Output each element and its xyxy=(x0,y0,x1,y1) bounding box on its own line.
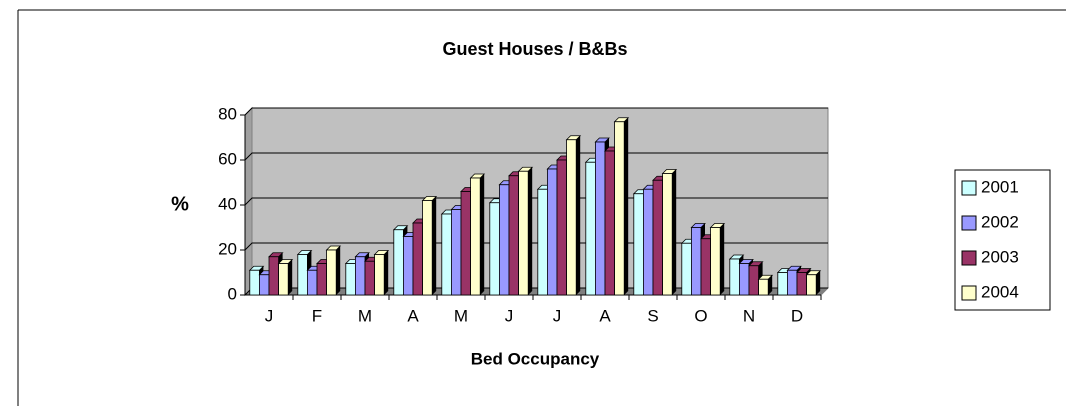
bar xyxy=(450,209,462,296)
bar xyxy=(402,236,414,296)
bar-side xyxy=(576,135,581,295)
bar xyxy=(700,238,712,296)
bar xyxy=(710,227,721,296)
y-axis-label: % xyxy=(171,193,189,215)
bar-side xyxy=(528,167,533,295)
grid-line xyxy=(244,152,828,161)
x-tick-label: O xyxy=(694,306,707,325)
x-tick-label: F xyxy=(312,306,322,325)
y-tick-label: 60 xyxy=(218,149,237,168)
grid-line xyxy=(244,107,828,116)
bar-side xyxy=(720,223,725,295)
bar xyxy=(278,263,289,296)
bar xyxy=(441,213,452,296)
legend-label: 2002 xyxy=(981,212,1019,231)
bar-side xyxy=(480,174,485,295)
bar xyxy=(585,161,596,296)
x-axis-label: Bed Occupancy xyxy=(471,349,600,368)
x-tick-label: D xyxy=(791,306,803,325)
bar xyxy=(354,256,366,296)
x-tick-label: J xyxy=(553,306,562,325)
x-tick-label: M xyxy=(358,306,372,325)
bar-side xyxy=(768,275,773,295)
legend-swatch xyxy=(961,285,977,301)
legend-label: 2001 xyxy=(981,177,1019,196)
legend-swatch xyxy=(961,180,977,196)
bar-side xyxy=(816,270,821,295)
bar xyxy=(345,263,356,296)
bar xyxy=(498,184,510,296)
bar xyxy=(422,200,433,296)
bar xyxy=(787,269,798,296)
bar xyxy=(556,159,568,296)
y-tick-label: 0 xyxy=(228,284,237,303)
bar-side xyxy=(672,169,677,295)
x-tick-label: M xyxy=(454,306,468,325)
legend-label: 2004 xyxy=(981,282,1019,301)
bar xyxy=(806,274,817,296)
bar xyxy=(796,272,808,296)
bar xyxy=(729,258,740,296)
bar xyxy=(604,150,616,296)
bar xyxy=(470,177,481,296)
bar-side xyxy=(432,196,437,295)
bar xyxy=(393,229,404,296)
bar xyxy=(758,278,769,296)
bar xyxy=(748,265,760,296)
bar-side xyxy=(624,117,629,295)
bar xyxy=(460,191,472,296)
bar xyxy=(614,121,625,296)
bar xyxy=(297,254,308,296)
bar xyxy=(595,141,606,296)
bar xyxy=(412,222,424,296)
bar xyxy=(508,175,520,296)
bar xyxy=(518,170,529,296)
bar xyxy=(268,256,280,296)
bar xyxy=(326,249,337,296)
bar xyxy=(566,139,577,296)
bar xyxy=(374,254,385,296)
bar xyxy=(258,274,270,296)
x-tick-label: A xyxy=(599,306,611,325)
bar xyxy=(662,173,673,296)
bar xyxy=(306,269,318,296)
bar xyxy=(691,227,702,296)
bar xyxy=(652,179,664,296)
y-tick-label: 20 xyxy=(218,239,237,258)
legend-swatch xyxy=(961,215,977,231)
y-tick-label: 80 xyxy=(218,104,237,123)
x-tick-label: S xyxy=(647,306,658,325)
bar xyxy=(633,193,644,296)
legend-swatch xyxy=(961,250,977,266)
bar xyxy=(777,272,788,296)
bar xyxy=(547,168,558,296)
bar xyxy=(489,202,500,296)
bar-side xyxy=(336,246,341,295)
x-tick-label: J xyxy=(265,306,274,325)
bar-side xyxy=(288,259,293,295)
legend-label: 2003 xyxy=(981,247,1019,266)
bar xyxy=(643,188,654,296)
bar xyxy=(739,263,750,296)
y-tick-label: 40 xyxy=(218,194,237,213)
bar xyxy=(364,260,376,296)
bar xyxy=(316,263,328,296)
x-tick-label: A xyxy=(407,306,419,325)
x-tick-label: J xyxy=(505,306,514,325)
bar-side xyxy=(384,250,389,295)
bar xyxy=(249,269,260,296)
x-tick-label: N xyxy=(743,306,755,325)
bar xyxy=(537,188,548,296)
chart-title: Guest Houses / B&Bs xyxy=(442,39,627,59)
bar xyxy=(681,242,692,296)
